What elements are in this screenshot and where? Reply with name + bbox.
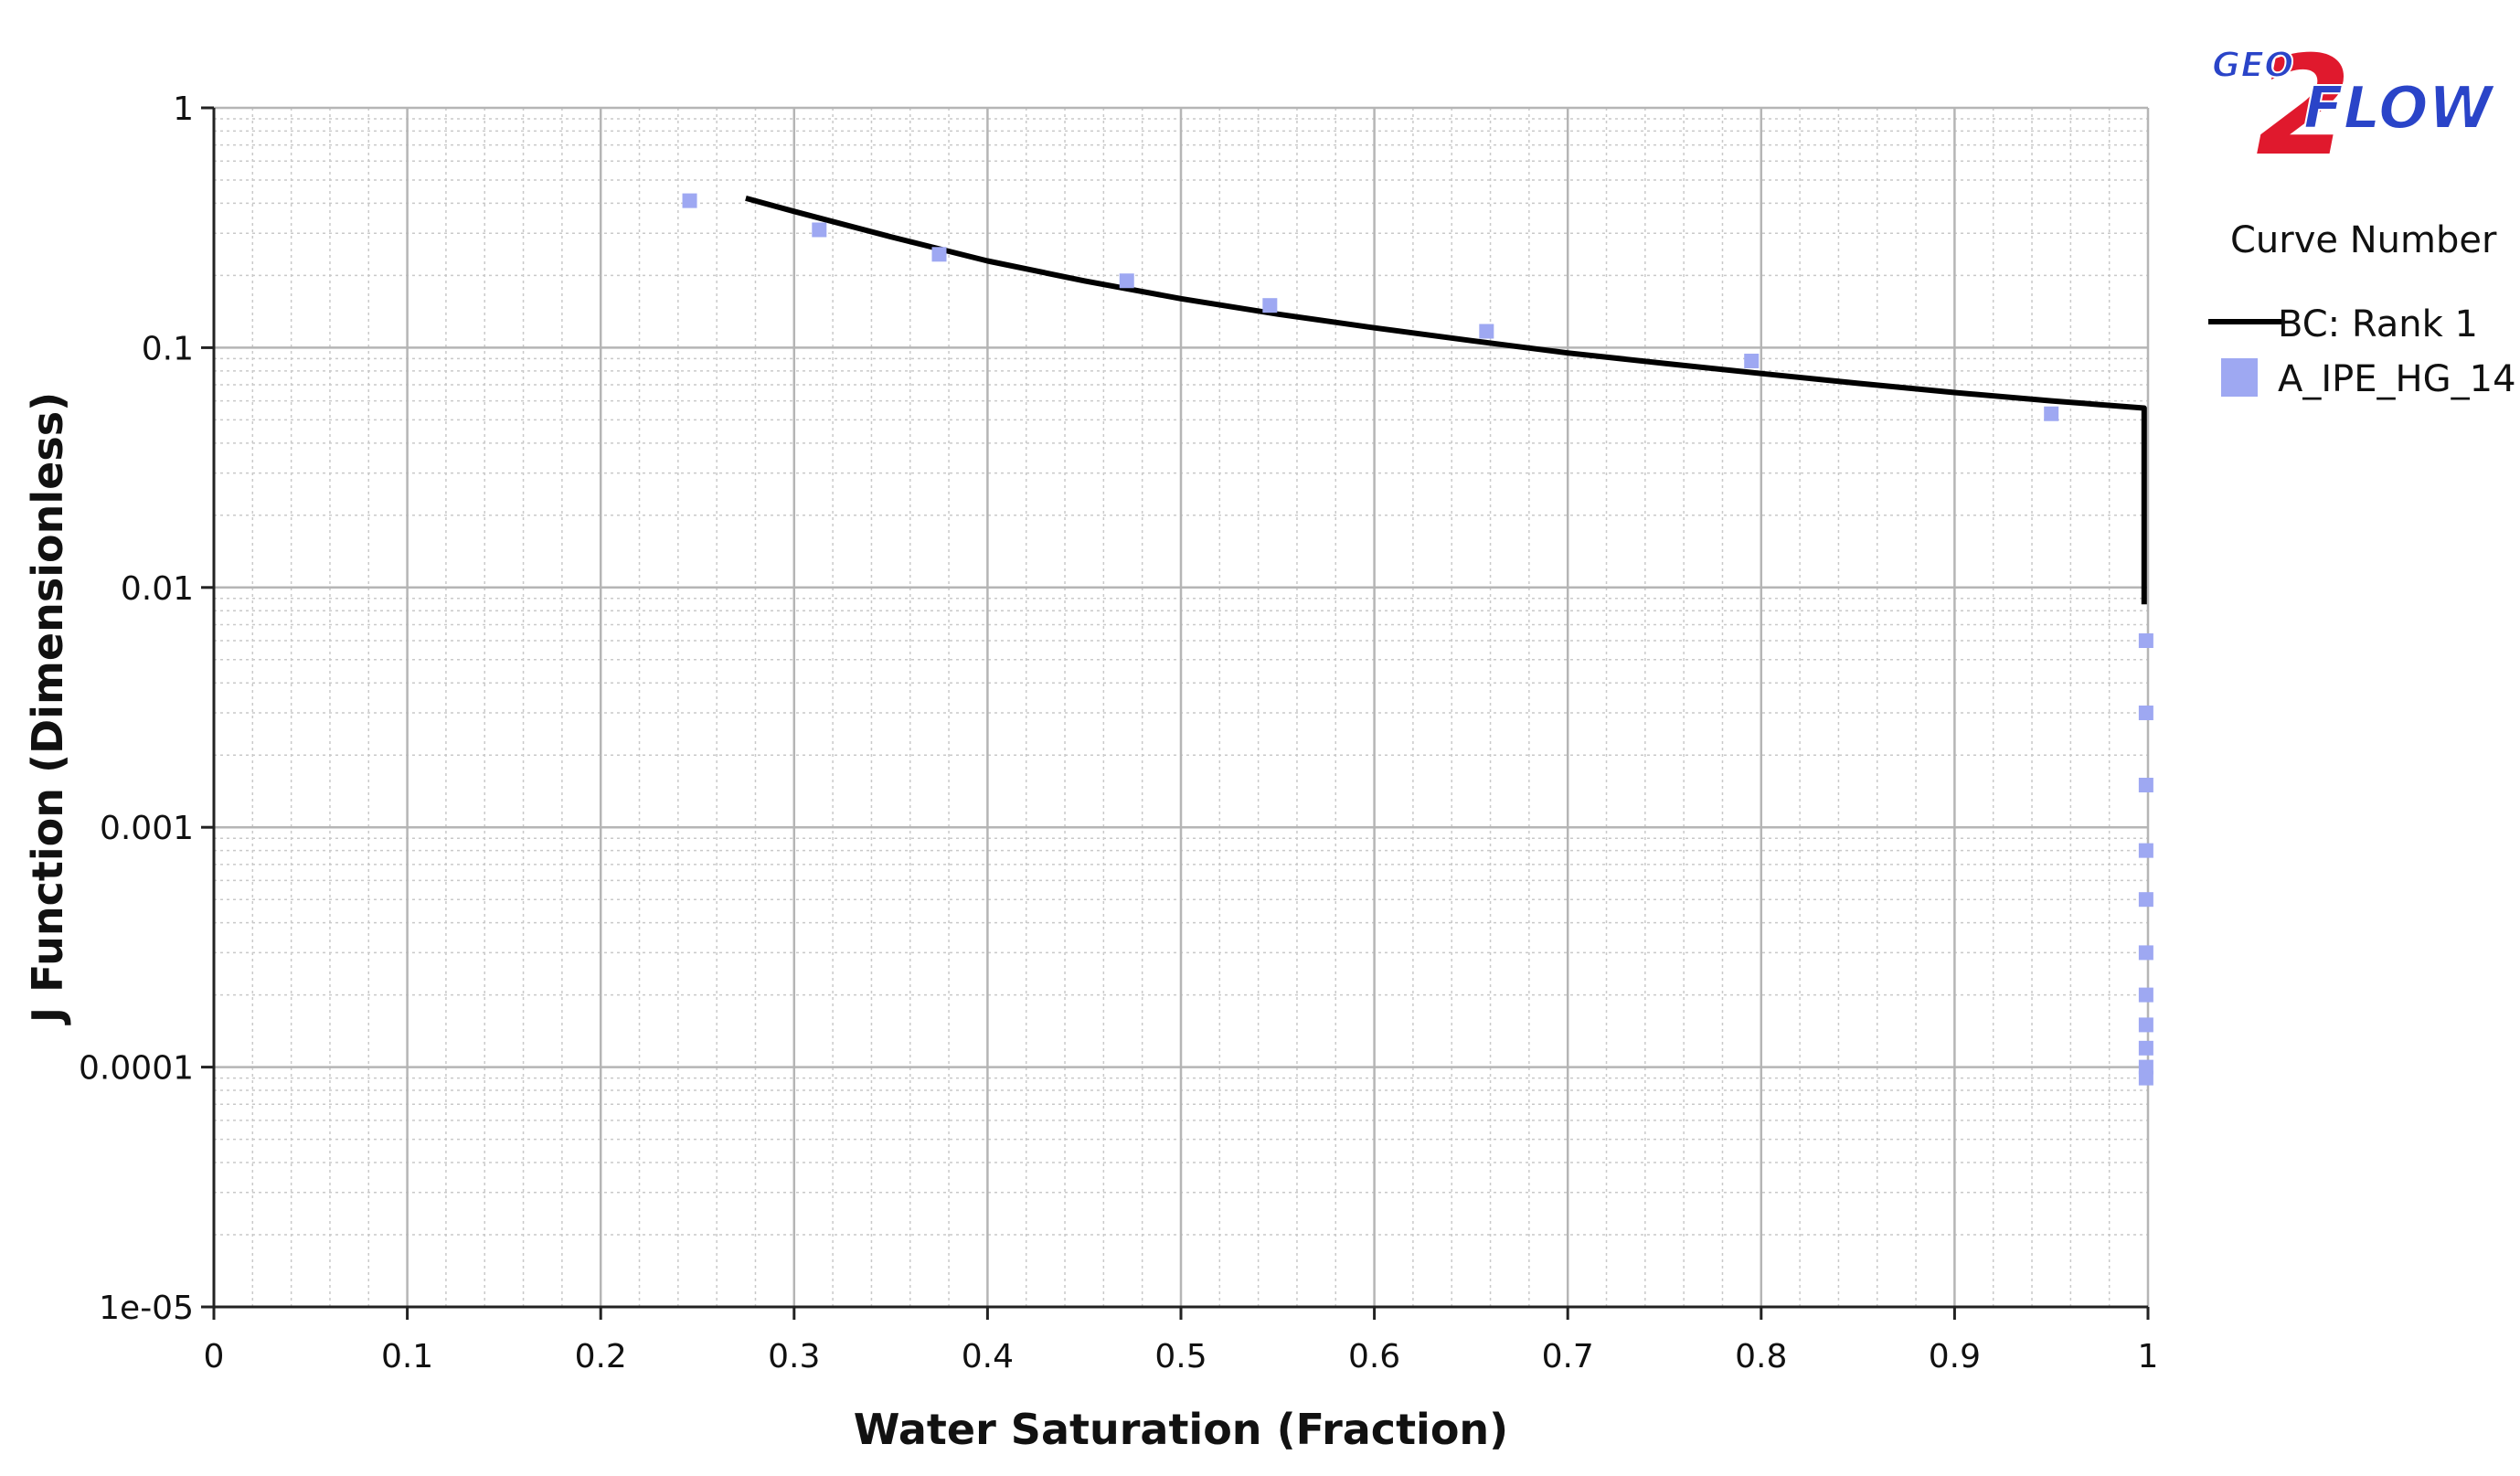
data-point-a-ipe-hg-14 — [2138, 843, 2153, 858]
data-point-a-ipe-hg-14 — [2138, 945, 2153, 961]
data-point-a-ipe-hg-14 — [1119, 273, 1134, 289]
geo2flow-logo: 2 GEO FLOW — [2211, 27, 2497, 186]
data-point-a-ipe-hg-14 — [2138, 892, 2153, 908]
legend: Curve Number BC: Rank 1 A_IPE_HG_14 — [2208, 219, 2516, 400]
x-tick-label: 0 — [204, 1338, 225, 1375]
data-point-a-ipe-hg-14 — [2138, 987, 2153, 1003]
y-tick-labels: 1e-05 0.0001 0.001 0.01 0.1 1 — [79, 90, 194, 1327]
x-tick-label: 0.9 — [1929, 1338, 1981, 1375]
x-tick-label: 0.2 — [575, 1338, 627, 1375]
x-tick-label: 0.5 — [1154, 1338, 1207, 1375]
legend-label-a-ipe-hg-14: A_IPE_HG_14 — [2278, 358, 2516, 400]
y-tick-label: 0.001 — [100, 810, 194, 847]
data-point-a-ipe-hg-14 — [1262, 298, 1278, 313]
data-point-a-ipe-hg-14 — [2138, 1070, 2153, 1086]
x-tick-label: 0.4 — [962, 1338, 1014, 1375]
x-tick-label: 0.1 — [381, 1338, 433, 1375]
y-tick-label: 0.0001 — [79, 1050, 194, 1088]
data-point-a-ipe-hg-14 — [2138, 1017, 2153, 1033]
logo-flow: FLOW — [2303, 75, 2496, 143]
data-point-a-ipe-hg-14 — [2044, 406, 2059, 421]
data-point-a-ipe-hg-14 — [682, 193, 697, 208]
x-tick-label: 0.3 — [768, 1338, 820, 1375]
data-point-a-ipe-hg-14 — [812, 222, 827, 238]
y-tick-label: 0.1 — [142, 330, 194, 367]
data-point-a-ipe-hg-14 — [2138, 706, 2153, 721]
x-tick-label: 0.8 — [1735, 1338, 1787, 1375]
x-tick-label: 0.7 — [1542, 1338, 1594, 1375]
x-tick-labels: 0 0.1 0.2 0.3 0.4 0.5 0.6 0.7 0.8 0.9 1 — [204, 1338, 2159, 1375]
y-axis-title: J Function (Dimensionless) — [23, 392, 72, 1025]
logo-geo: GEO — [2212, 45, 2293, 85]
series — [682, 193, 2153, 1086]
x-tick-label: 1 — [2138, 1338, 2159, 1375]
y-tick-label: 1e-05 — [99, 1290, 194, 1327]
y-tick-label: 0.01 — [121, 570, 194, 608]
data-point-a-ipe-hg-14 — [931, 247, 947, 262]
legend-label-bc-rank-1: BC: Rank 1 — [2278, 303, 2478, 345]
grid — [212, 106, 2150, 1309]
data-point-a-ipe-hg-14 — [2138, 1040, 2153, 1056]
data-point-a-ipe-hg-14 — [1744, 353, 1760, 368]
axes — [201, 106, 2150, 1320]
x-tick-label: 0.6 — [1348, 1338, 1400, 1375]
legend-title: Curve Number — [2230, 219, 2497, 261]
y-tick-label: 1 — [173, 90, 194, 128]
series-line-bc-rank-1 — [745, 196, 2147, 605]
data-point-a-ipe-hg-14 — [2138, 777, 2153, 792]
data-point-a-ipe-hg-14 — [2138, 1059, 2153, 1075]
x-axis-title: Water Saturation (Fraction) — [854, 1405, 1508, 1454]
logo-two: 2 — [2256, 27, 2351, 186]
data-point-a-ipe-hg-14 — [1479, 324, 1494, 339]
legend-marker-swatch — [2221, 358, 2258, 397]
data-point-a-ipe-hg-14 — [2138, 633, 2153, 649]
